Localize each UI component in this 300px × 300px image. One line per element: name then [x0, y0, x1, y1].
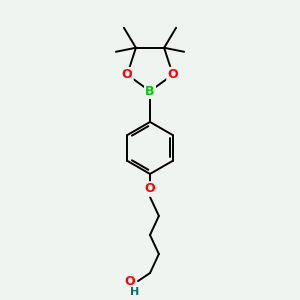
Text: O: O [167, 68, 178, 81]
Text: B: B [145, 85, 155, 98]
Text: H: H [130, 287, 140, 297]
Text: O: O [122, 68, 133, 81]
Text: O: O [145, 182, 155, 195]
Text: O: O [124, 274, 135, 287]
